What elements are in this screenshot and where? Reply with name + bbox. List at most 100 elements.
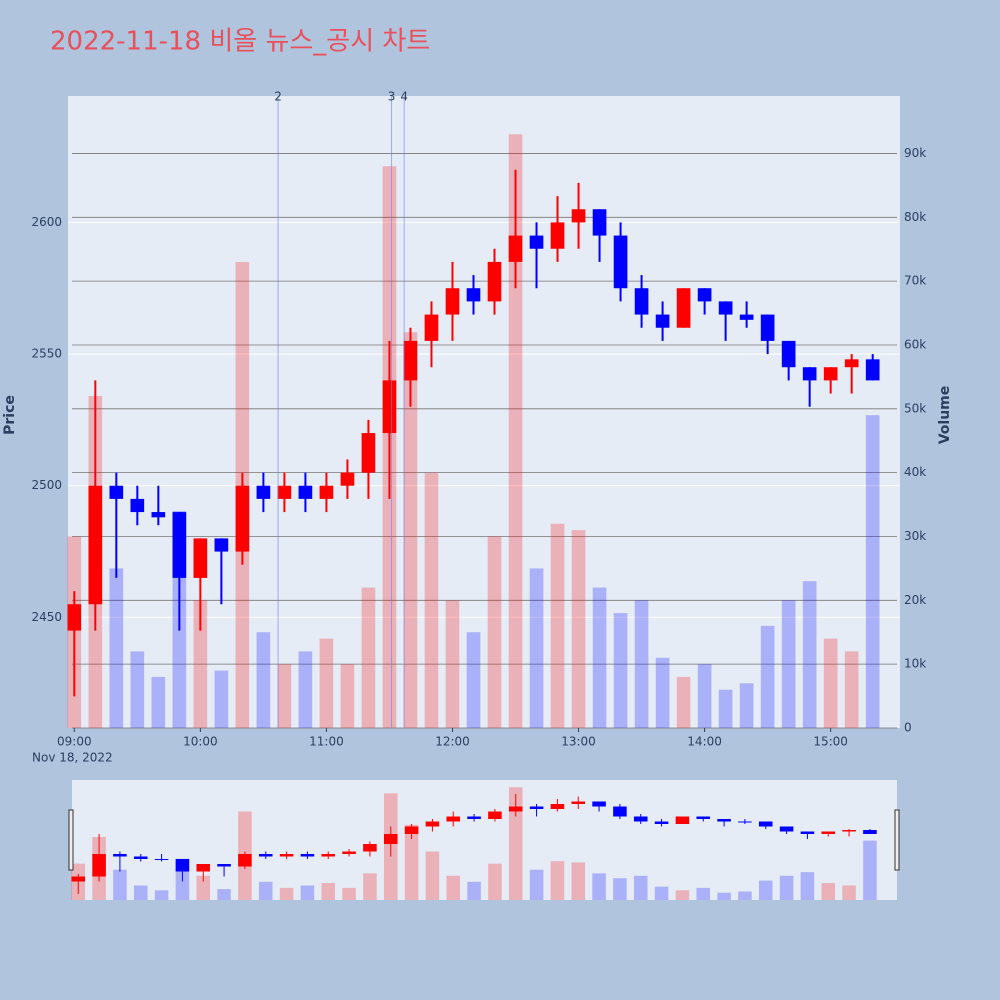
candle-body bbox=[865, 359, 880, 381]
candle-body bbox=[739, 314, 754, 320]
candle-body bbox=[718, 301, 733, 315]
y2-tick-label: 80k bbox=[904, 210, 926, 224]
x-tick-label: 12:00 bbox=[435, 735, 470, 749]
slider-volume-bar bbox=[654, 886, 669, 900]
volume-bar bbox=[550, 523, 565, 728]
x-date-label: Nov 18, 2022 bbox=[32, 751, 113, 765]
slider-candle-body bbox=[425, 821, 440, 827]
slider-candle-body bbox=[300, 854, 315, 857]
volume-bar bbox=[151, 676, 166, 728]
candle-body bbox=[802, 367, 817, 381]
slider-candle-body bbox=[154, 859, 169, 860]
y-tick-label: 2450 bbox=[31, 610, 62, 624]
x-tick-label: 14:00 bbox=[687, 735, 722, 749]
slider-candle-body bbox=[71, 876, 86, 882]
slider-volume-bar bbox=[800, 872, 815, 900]
candle-body bbox=[109, 485, 124, 499]
slider-volume-bar bbox=[113, 869, 127, 900]
volume-bar bbox=[193, 600, 208, 728]
slider-candle-body bbox=[238, 854, 252, 867]
volume-bar bbox=[865, 415, 880, 728]
volume-bar bbox=[655, 657, 670, 728]
candle-body bbox=[697, 288, 712, 302]
slider-volume-bar bbox=[279, 887, 294, 900]
slider-candle-body bbox=[196, 864, 211, 872]
slider-volume-bar bbox=[196, 875, 211, 900]
slider-volume-bar bbox=[488, 863, 502, 900]
slider-candle-body bbox=[279, 854, 294, 857]
candle-body bbox=[466, 288, 481, 302]
slider-candle-body bbox=[217, 864, 231, 867]
candle-body bbox=[151, 512, 166, 518]
candle-body bbox=[277, 485, 292, 499]
slider-candle-body bbox=[175, 859, 190, 872]
volume-bar bbox=[424, 472, 439, 728]
slider-candle-body bbox=[113, 854, 127, 857]
candle-body bbox=[550, 222, 565, 249]
x-tick-label: 10:00 bbox=[183, 735, 218, 749]
candle-body bbox=[655, 314, 670, 328]
slider-volume-bar bbox=[404, 824, 419, 900]
slider-candle-body bbox=[758, 821, 773, 827]
y2-tick-label: 90k bbox=[904, 146, 926, 160]
volume-bar bbox=[676, 676, 691, 728]
volume-bar bbox=[802, 581, 817, 728]
y-axis-title: Price bbox=[2, 395, 18, 435]
slider-volume-bar bbox=[529, 869, 544, 900]
slider-volume-bar bbox=[675, 890, 690, 900]
slider-candle-body bbox=[571, 801, 586, 804]
slider-volume-bar bbox=[154, 890, 169, 900]
slider-candle-body bbox=[842, 830, 856, 832]
y2-tick-label: 40k bbox=[904, 465, 926, 479]
y-tick-label: 2600 bbox=[31, 215, 62, 229]
volume-bar bbox=[781, 600, 796, 728]
candle-body bbox=[571, 209, 586, 223]
volume-bar bbox=[361, 587, 376, 728]
candle-body bbox=[424, 314, 439, 341]
slider-volume-bar bbox=[758, 880, 773, 900]
slider-handle[interactable] bbox=[68, 809, 74, 871]
slider-candle-body bbox=[258, 854, 273, 857]
volume-bar bbox=[634, 600, 649, 728]
candle-body bbox=[235, 485, 250, 552]
candle-body bbox=[298, 485, 313, 499]
slider-candle-body bbox=[133, 856, 148, 859]
volume-bar bbox=[592, 587, 607, 728]
volume-bar bbox=[130, 651, 145, 728]
slider-volume-bar bbox=[592, 873, 606, 900]
volume-bar bbox=[277, 664, 292, 728]
candle-body bbox=[361, 433, 376, 473]
slider-candle-body bbox=[863, 830, 877, 834]
x-tick-label: 09:00 bbox=[57, 735, 92, 749]
slider-volume-bar bbox=[258, 881, 273, 900]
candle-body bbox=[88, 485, 103, 605]
candle-body bbox=[760, 314, 775, 341]
candle-body bbox=[382, 380, 397, 434]
volume-bar bbox=[319, 638, 334, 728]
volume-bar bbox=[718, 689, 733, 728]
slider-volume-bar bbox=[613, 878, 627, 900]
candle-body bbox=[487, 261, 502, 302]
slider-candle-body bbox=[717, 819, 731, 822]
slider-candle-body bbox=[779, 826, 794, 832]
y2-tick-label: 10k bbox=[904, 657, 926, 671]
slider-candle-body bbox=[633, 816, 648, 822]
slider-candle-body bbox=[675, 816, 690, 824]
chart-title: 2022-11-18 비올 뉴스_공시 차트 bbox=[50, 27, 430, 57]
volume-bar bbox=[508, 134, 523, 728]
slider-candle-body bbox=[696, 816, 711, 819]
candle-body bbox=[781, 340, 796, 368]
slider-volume-bar bbox=[300, 885, 315, 900]
slider-volume-bar bbox=[633, 875, 648, 900]
slider-candle-body bbox=[383, 834, 398, 844]
volume-bar bbox=[445, 600, 460, 728]
slider-candle-body bbox=[592, 801, 606, 807]
volume-bar bbox=[256, 632, 271, 728]
slider-volume-bar bbox=[342, 887, 356, 900]
slider-volume-bar bbox=[571, 862, 586, 900]
slider-volume-bar bbox=[363, 873, 377, 900]
candle-body bbox=[214, 538, 229, 552]
range-slider[interactable] bbox=[72, 780, 897, 900]
volume-bar bbox=[109, 568, 124, 728]
slider-handle[interactable] bbox=[894, 809, 900, 871]
